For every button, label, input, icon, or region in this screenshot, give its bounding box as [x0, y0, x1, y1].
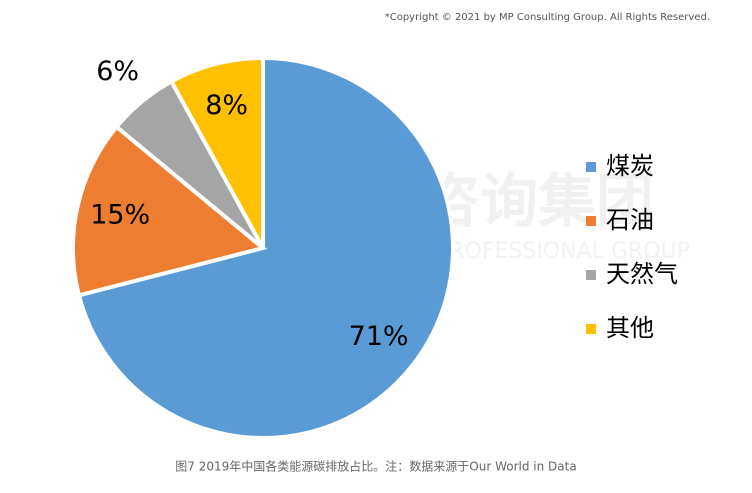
data-label: 71% [349, 321, 409, 352]
legend-swatch [586, 216, 596, 226]
pie-slice [71, 124, 268, 298]
legend-label: 石油 [606, 206, 654, 234]
copyright: *Copyright © 2021 by MP Consulting Group… [385, 12, 710, 23]
legend-label: 其他 [606, 314, 654, 342]
data-label: 8% [205, 90, 248, 121]
legend-swatch [586, 324, 596, 334]
data-label: 6% [96, 56, 139, 87]
legend-swatch [586, 162, 596, 172]
legend-label: 天然气 [606, 260, 678, 288]
pie: 71% 15% 6% 8% [71, 55, 455, 440]
legend-swatch [586, 270, 596, 280]
pie-slice [168, 55, 265, 249]
caption: 图7 2019年中国各类能源碳排放占比。注：数据来源于Our World in … [175, 459, 576, 474]
data-label: 15% [90, 200, 150, 231]
legend-label: 煤炭 [606, 152, 654, 180]
